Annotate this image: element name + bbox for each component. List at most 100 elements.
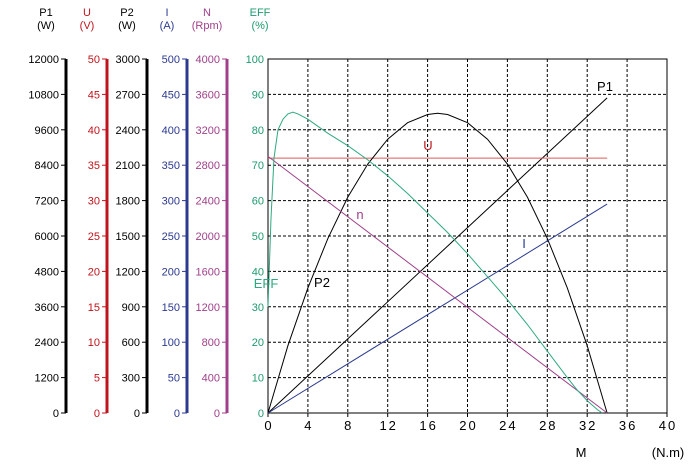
tick-label-i: 0 (174, 408, 180, 420)
tick-label-n: 1200 (196, 302, 220, 314)
tick-label-p2: 1200 (116, 266, 140, 278)
axis-eff: EFF(%) 0 10 20 30 40 50 60 70 80 90 100 (246, 7, 271, 420)
tick-label-n: 3200 (196, 125, 220, 137)
tick-label-u: 50 (88, 54, 100, 66)
x-tick-label: 28 (539, 418, 557, 433)
x-tick-label: 16 (419, 418, 437, 433)
tick-label-u: 5 (94, 373, 100, 385)
x-tick-label: 32 (579, 418, 597, 433)
tick-label-p2: 2100 (116, 160, 140, 172)
series-line-eff (267, 111, 603, 414)
tick-label-eff: 70 (252, 160, 264, 172)
tick-label-p1: 9600 (35, 125, 59, 137)
series-label-u: U (423, 138, 432, 153)
tick-label-i: 500 (162, 54, 180, 66)
x-tick-label: 20 (459, 418, 477, 433)
axis-i: I(A) 0 50 100 150 200 250 300 350 400 450 500 (160, 7, 189, 420)
tick-label-p1: 7200 (35, 196, 59, 208)
tick-label-i: 450 (162, 89, 180, 101)
tick-label-eff: 20 (252, 337, 264, 349)
plot-area: 0 4 8 12 16 20 24 28 32 36 40 M (N.m) P1 U P2 In EFF (254, 58, 684, 460)
tick-label-eff: 100 (246, 54, 264, 66)
tick-label-eff: 10 (252, 373, 264, 385)
series-label-eff: EFF (254, 276, 279, 291)
tick-label-p1: 0 (53, 408, 59, 420)
axis-title-n: N (203, 7, 211, 19)
tick-label-u: 35 (88, 160, 100, 172)
tick-label-u: 25 (88, 231, 100, 243)
axis-unit-eff: (%) (251, 20, 268, 32)
tick-label-p1: 6000 (35, 231, 59, 243)
series-label-p2: P2 (314, 275, 330, 290)
series-label-n: n (356, 207, 363, 222)
x-axis: 0 4 8 12 16 20 24 28 32 36 40 M (N.m) (264, 413, 684, 460)
tick-label-i: 200 (162, 266, 180, 278)
tick-label-u: 0 (94, 408, 100, 420)
vertical-axes: P1(W)01200240036004800600072008400960010… (28, 7, 270, 420)
tick-label-i: 100 (162, 337, 180, 349)
axis-unit-p1: (W) (37, 20, 55, 32)
axis-p1: P1(W) 0 1200 2400 3600 4800 6000 7200 8400 9600 10… (28, 7, 68, 420)
x-axis-unit: (N.m) (652, 445, 685, 460)
tick-label-i: 350 (162, 160, 180, 172)
tick-label-u: 10 (88, 337, 100, 349)
series-label-p1: P1 (597, 79, 613, 94)
tick-label-n: 2000 (196, 231, 220, 243)
tick-label-n: 4000 (196, 54, 220, 66)
tick-label-p1: 2400 (35, 337, 59, 349)
tick-label-u: 40 (88, 125, 100, 137)
tick-label-p2: 2700 (116, 89, 140, 101)
tick-label-n: 2400 (196, 196, 220, 208)
axis-title-i: I (165, 7, 168, 19)
grid (267, 58, 668, 414)
x-tick-label: 24 (499, 418, 517, 433)
axis-title-u: U (83, 7, 91, 19)
x-axis-label: M (576, 445, 587, 460)
axis-unit-u: (V) (80, 20, 95, 32)
x-tick-label: 40 (659, 418, 677, 433)
tick-label-n: 3600 (196, 89, 220, 101)
x-tick-label: 4 (304, 418, 313, 433)
series-line-n (267, 156, 608, 414)
tick-label-u: 20 (88, 266, 100, 278)
axis-p2: P2(W) 0 300 600 900 1200 1500 1800 2100 2400 2700 3… (116, 7, 149, 420)
tick-label-n: 1600 (196, 266, 220, 278)
tick-label-n: 400 (202, 373, 220, 385)
axis-n: N(Rpm) 0 400 800 1200 1600 2000 2400 2800 3200 360… (192, 7, 229, 420)
tick-label-i: 50 (168, 373, 180, 385)
tick-label-p1: 3600 (35, 302, 59, 314)
tick-label-p2: 600 (122, 337, 140, 349)
x-tick-label: 0 (264, 418, 273, 433)
tick-label-u: 45 (88, 89, 100, 101)
x-tick-label: 36 (619, 418, 637, 433)
tick-label-p1: 10800 (28, 89, 59, 101)
x-tick-label: 8 (344, 418, 353, 433)
series-label-i: I (522, 236, 526, 251)
tick-label-p1: 8400 (35, 160, 59, 172)
tick-label-p2: 3000 (116, 54, 140, 66)
axis-title-p1: P1 (39, 7, 52, 19)
tick-label-p2: 0 (134, 408, 140, 420)
tick-label-i: 150 (162, 302, 180, 314)
series: P1 U P2 In EFF (254, 79, 613, 414)
series-line-p2 (267, 112, 608, 414)
axis-title-p2: P2 (120, 7, 133, 19)
tick-label-p2: 2400 (116, 125, 140, 137)
tick-label-p1: 4800 (35, 266, 59, 278)
tick-label-eff: 30 (252, 302, 264, 314)
x-tick-label: 12 (379, 418, 397, 433)
tick-label-eff: 40 (252, 266, 264, 278)
axis-title-eff: EFF (250, 7, 271, 19)
tick-label-i: 250 (162, 231, 180, 243)
tick-label-eff: 80 (252, 125, 264, 137)
tick-label-eff: 90 (252, 89, 264, 101)
tick-label-i: 300 (162, 196, 180, 208)
axis-unit-n: (Rpm) (192, 20, 223, 32)
tick-label-i: 400 (162, 125, 180, 137)
tick-label-p1: 12000 (28, 54, 59, 66)
tick-label-n: 0 (214, 408, 220, 420)
axis-unit-p2: (W) (118, 20, 136, 32)
tick-label-eff: 60 (252, 196, 264, 208)
tick-label-n: 800 (202, 337, 220, 349)
